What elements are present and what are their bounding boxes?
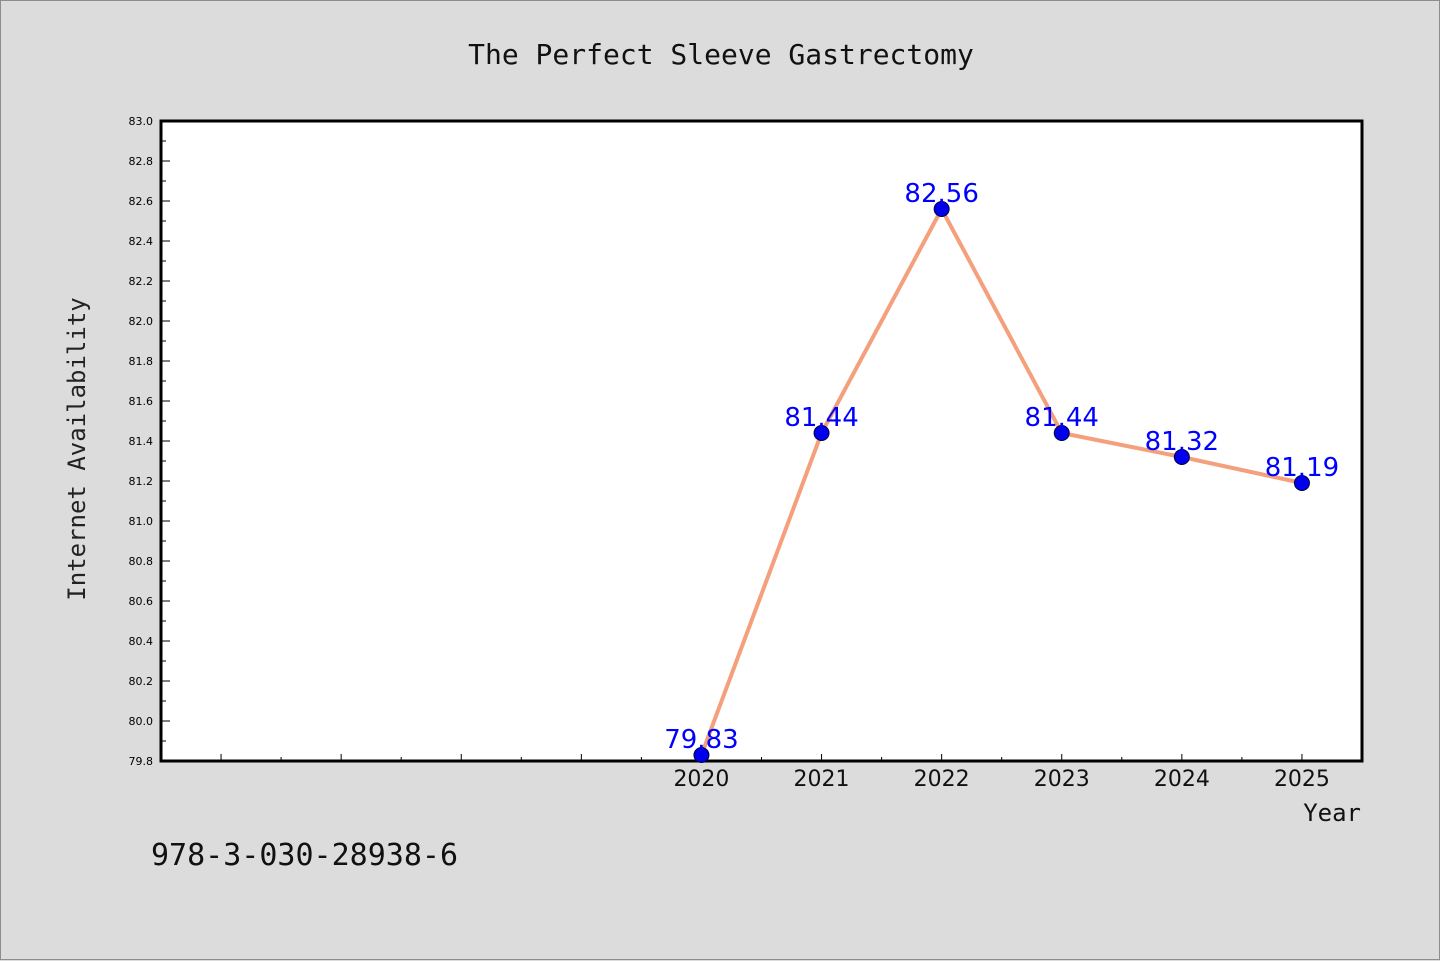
data-point bbox=[1053, 425, 1070, 441]
footer-isbn: 978-3-030-28938-6 bbox=[151, 838, 458, 873]
data-point bbox=[933, 201, 950, 217]
x-axis: 2020 2021 2022 2023 2024 2025 bbox=[220, 754, 1330, 792]
x-axis-label: Year bbox=[1303, 799, 1361, 827]
data-labels: 79.83 81.44 82.56 81.44 81.32 81.19 bbox=[664, 179, 1339, 755]
data-label: 81.44 bbox=[1025, 403, 1099, 433]
series-group bbox=[693, 201, 1310, 763]
y-tick-label: 80.4 bbox=[129, 635, 154, 648]
y-tick-label: 81.8 bbox=[129, 355, 154, 368]
y-axis: 79.8 80.0 80.2 80.4 80.6 80.8 81.0 81.2 81.4 81.6… bbox=[129, 115, 170, 768]
x-tick-label: 2025 bbox=[1274, 767, 1330, 792]
chart-title: The Perfect Sleeve Gastrectomy bbox=[468, 38, 974, 71]
series-line bbox=[699, 207, 1303, 756]
y-tick-label: 81.0 bbox=[129, 515, 154, 528]
x-tick-label: 2024 bbox=[1154, 767, 1210, 792]
data-point bbox=[693, 747, 710, 763]
data-point bbox=[1293, 475, 1310, 491]
y-axis-label: Internet Availability bbox=[63, 297, 91, 600]
data-label: 81.44 bbox=[784, 403, 858, 433]
y-tick-label: 82.8 bbox=[129, 155, 154, 168]
y-tick-label: 81.2 bbox=[129, 475, 154, 488]
y-tick-label: 81.6 bbox=[129, 395, 154, 408]
data-point bbox=[1173, 449, 1190, 465]
x-tick-label: 2020 bbox=[673, 767, 729, 792]
data-point bbox=[813, 425, 830, 441]
data-label: 81.32 bbox=[1145, 427, 1219, 457]
y-tick-label: 80.0 bbox=[129, 715, 154, 728]
data-label: 79.83 bbox=[664, 725, 738, 755]
y-tick-label: 82.2 bbox=[129, 275, 154, 288]
data-label: 81.19 bbox=[1265, 453, 1339, 483]
y-tick-label: 81.4 bbox=[129, 435, 154, 448]
data-label: 82.56 bbox=[904, 179, 978, 209]
y-tick-label: 83.0 bbox=[129, 115, 154, 128]
plot-area bbox=[159, 119, 1364, 763]
y-tick-label: 82.6 bbox=[129, 195, 154, 208]
x-tick-label: 2021 bbox=[794, 767, 850, 792]
y-tick-label: 82.4 bbox=[129, 235, 154, 248]
y-tick-label: 82.0 bbox=[129, 315, 154, 328]
y-tick-label: 80.2 bbox=[129, 675, 154, 688]
x-tick-label: 2023 bbox=[1034, 767, 1090, 792]
y-tick-label: 80.6 bbox=[129, 595, 154, 608]
x-tick-label: 2022 bbox=[914, 767, 970, 792]
y-tick-label: 80.8 bbox=[129, 555, 154, 568]
y-tick-label: 79.8 bbox=[129, 755, 154, 768]
